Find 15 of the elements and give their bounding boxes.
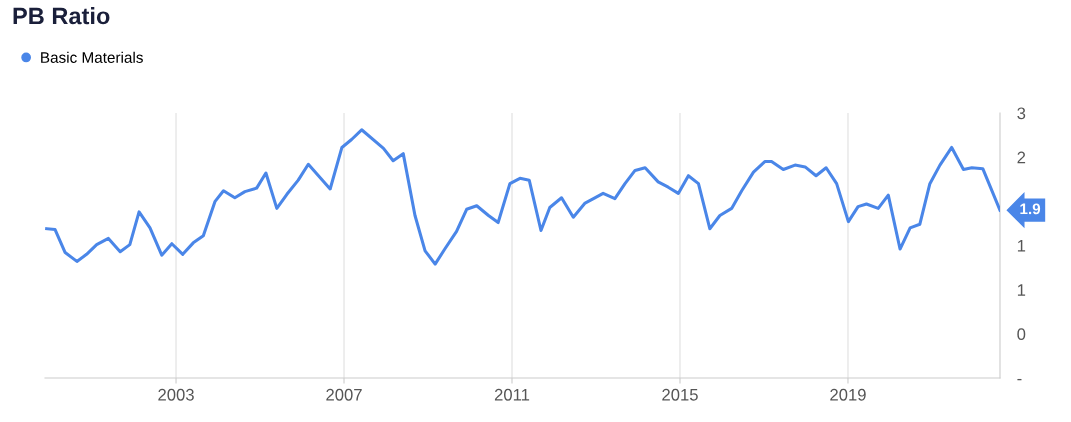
y-tick-label: 2 <box>1017 151 1026 164</box>
x-tick-label: 2011 <box>494 388 530 401</box>
x-tick-label: 2015 <box>662 388 698 401</box>
y-tick-label: - <box>1017 378 1022 381</box>
legend-label: Basic Materials <box>41 51 143 63</box>
y-tick-label: 0 <box>1017 328 1026 341</box>
annotation: 1.9 <box>1020 203 1041 215</box>
x-tick-label: 2019 <box>830 388 866 401</box>
y-tick-label: 1 <box>1017 284 1026 296</box>
chart-title: PB Ratio <box>13 7 110 25</box>
y-tick-label: 3 <box>1017 107 1026 120</box>
x-tick-label: 2007 <box>326 388 362 401</box>
line-series <box>45 128 1000 266</box>
y-tick-label: 1 <box>1017 240 1026 252</box>
x-tick-label: 2003 <box>158 388 194 401</box>
